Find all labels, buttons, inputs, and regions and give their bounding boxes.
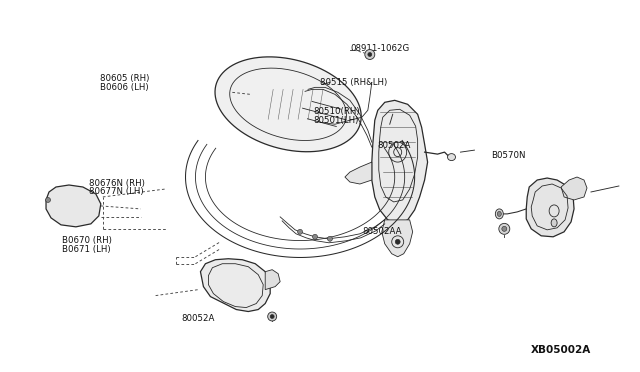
Text: 80676N (RH): 80676N (RH) [89,179,145,187]
Ellipse shape [270,314,274,318]
Text: XB05002A: XB05002A [531,345,591,355]
Text: 80502AA: 80502AA [363,227,402,236]
Text: 80677N (LH): 80677N (LH) [89,187,144,196]
Polygon shape [382,220,413,257]
Text: B0606 (LH): B0606 (LH) [100,83,148,92]
Ellipse shape [495,209,503,219]
Ellipse shape [396,239,400,244]
Ellipse shape [312,234,317,239]
Ellipse shape [365,49,375,60]
Ellipse shape [447,154,456,161]
Polygon shape [345,162,372,184]
Text: 80501(LH): 80501(LH) [314,116,359,125]
Ellipse shape [551,219,557,227]
Ellipse shape [497,211,501,217]
Text: 80502A: 80502A [378,141,411,150]
Text: B0670 (RH): B0670 (RH) [62,236,111,246]
Text: 80510(RH): 80510(RH) [314,108,360,116]
Text: 80515 (RH&LH): 80515 (RH&LH) [320,78,387,87]
Ellipse shape [502,226,507,231]
Ellipse shape [328,236,332,241]
Text: 80052A: 80052A [181,314,214,323]
Text: B0570N: B0570N [491,151,525,160]
Text: 08911-1062G: 08911-1062G [351,44,410,53]
Ellipse shape [499,223,510,234]
Ellipse shape [45,198,51,202]
Ellipse shape [298,229,303,234]
Polygon shape [526,178,574,237]
Text: B0671 (LH): B0671 (LH) [62,245,110,254]
Text: 80605 (RH): 80605 (RH) [100,74,149,83]
Polygon shape [215,57,361,152]
Polygon shape [372,100,428,224]
Ellipse shape [368,52,372,57]
Ellipse shape [268,312,276,321]
Polygon shape [46,185,101,227]
Polygon shape [200,259,270,311]
Polygon shape [561,177,587,200]
Polygon shape [265,270,280,290]
